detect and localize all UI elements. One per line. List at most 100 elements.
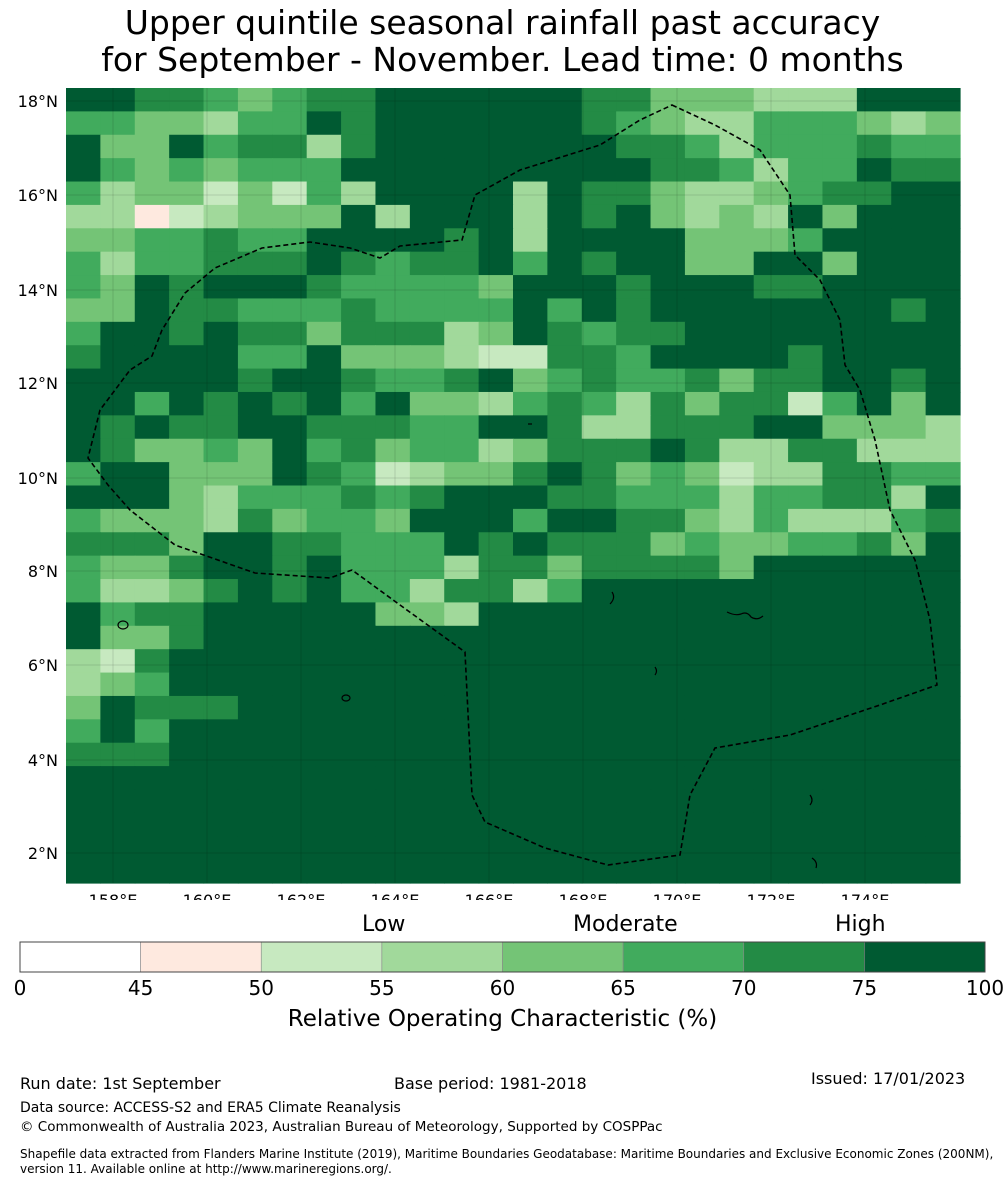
grid-cell — [409, 321, 445, 346]
grid-cell — [478, 415, 514, 440]
grid-cell — [169, 391, 205, 416]
grid-cell — [203, 158, 239, 183]
grid-cell — [375, 742, 411, 767]
grid-cell — [478, 88, 514, 112]
grid-cell — [375, 321, 411, 346]
grid-cell — [444, 462, 480, 487]
grid-cell — [753, 134, 789, 159]
grid-cell — [822, 462, 858, 487]
grid-cell — [753, 649, 789, 674]
grid-cell — [822, 695, 858, 720]
grid-cell — [650, 555, 686, 580]
grid-cell — [822, 345, 858, 370]
grid-cell — [581, 719, 617, 744]
grid-cell — [925, 111, 961, 136]
grid-cell — [925, 298, 961, 323]
grid-cell — [513, 649, 548, 674]
grid-cell — [513, 321, 548, 346]
grid-cell — [891, 415, 927, 440]
grid-cell — [237, 275, 273, 300]
grid-cell — [891, 88, 927, 112]
grid-cell — [478, 251, 514, 276]
grid-cell — [822, 158, 858, 183]
grid-cell — [444, 719, 480, 744]
grid-cell — [409, 111, 445, 136]
lat-label: 2°N — [28, 844, 58, 863]
grid-cell — [891, 462, 927, 487]
grid-cell — [66, 579, 101, 604]
grid-cell — [822, 111, 858, 136]
map-title-line-1: Upper quintile seasonal rainfall past ac… — [124, 3, 881, 42]
grid-cell — [684, 462, 720, 487]
grid-cell — [684, 766, 720, 791]
grid-cell — [753, 836, 789, 861]
grid-cell — [581, 204, 617, 229]
grid-cell — [169, 695, 205, 720]
grid-cell — [856, 625, 892, 650]
grid-cell — [66, 719, 101, 744]
grid-cell — [650, 532, 686, 557]
grid-cell — [925, 391, 961, 416]
grid-cell — [684, 134, 720, 159]
grid-cell — [66, 111, 101, 136]
grid-cell — [581, 812, 617, 837]
grid-cell — [203, 415, 239, 440]
grid-cell — [856, 158, 892, 183]
grid-cell — [306, 275, 342, 300]
grid-cell — [341, 836, 377, 861]
grid-cell — [375, 204, 411, 229]
grid-cell — [684, 275, 720, 300]
grid-cell — [100, 88, 136, 112]
grid-cell — [409, 766, 445, 791]
grid-cell — [719, 275, 755, 300]
grid-cell — [237, 181, 273, 206]
grid-cell — [581, 532, 617, 557]
grid-cell — [237, 345, 273, 370]
grid-cell — [478, 695, 514, 720]
grid-cell — [547, 695, 583, 720]
grid-cell — [513, 555, 548, 580]
grid-cell — [134, 789, 170, 814]
grid-cell — [788, 602, 824, 627]
grid-cell — [753, 438, 789, 463]
grid-cell — [891, 695, 927, 720]
grid-cell — [134, 719, 170, 744]
grid-cell — [306, 345, 342, 370]
grid-cell — [856, 181, 892, 206]
grid-cell — [788, 275, 824, 300]
grid-cell — [822, 88, 858, 112]
grid-cell — [444, 298, 480, 323]
grid-cell — [891, 649, 927, 674]
grid-cell — [788, 719, 824, 744]
grid-cell — [822, 368, 858, 393]
grid-cell — [788, 672, 824, 697]
grid-cell — [822, 298, 858, 323]
grid-cell — [409, 345, 445, 370]
accuracy-grid — [66, 88, 961, 884]
grid-cell — [341, 532, 377, 557]
grid-cell — [719, 345, 755, 370]
grid-cell — [66, 555, 101, 580]
grid-cell — [581, 836, 617, 861]
grid-cell — [203, 438, 239, 463]
grid-cell — [925, 251, 961, 276]
grid-cell — [684, 88, 720, 112]
graticule — [66, 88, 960, 883]
grid-cell — [547, 391, 583, 416]
grid-cell — [616, 836, 652, 861]
category-high: High — [835, 912, 886, 937]
grid-cell — [375, 251, 411, 276]
grid-cell — [753, 789, 789, 814]
grid-cell — [719, 766, 755, 791]
grid-cell — [409, 625, 445, 650]
grid-cell — [444, 695, 480, 720]
grid-cell — [891, 836, 927, 861]
grid-cell — [719, 672, 755, 697]
grid-cell — [134, 836, 170, 861]
grid-cell — [788, 836, 824, 861]
grid-cell — [616, 625, 652, 650]
grid-cell — [822, 672, 858, 697]
grid-cell — [409, 579, 445, 604]
grid-cell — [306, 859, 342, 884]
grid-cell — [237, 695, 273, 720]
